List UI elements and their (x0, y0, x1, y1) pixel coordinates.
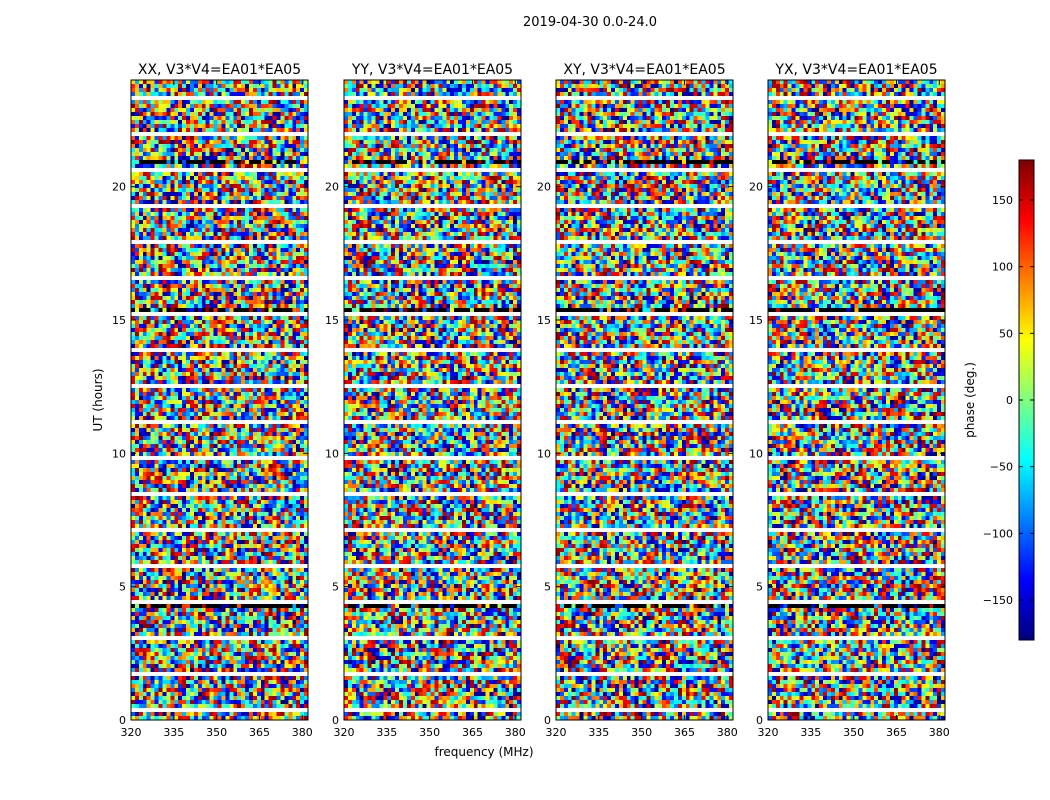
x-tick-label: 380 (717, 726, 738, 739)
y-tick-label: 10 (325, 447, 339, 460)
y-tick-label: 5 (119, 581, 126, 594)
x-tick-label: 380 (292, 726, 313, 739)
x-tick-label: 350 (843, 726, 864, 739)
y-tick-label: 5 (756, 581, 763, 594)
x-tick-label: 365 (462, 726, 483, 739)
y-tick-label: 10 (749, 447, 763, 460)
y-axis-label: UT (hours) (91, 368, 105, 431)
panel-title: XX, V3*V4=EA01*EA05 (138, 62, 301, 78)
y-tick-label: 0 (544, 714, 551, 727)
panel-frame (555, 79, 734, 721)
x-tick-label: 350 (206, 726, 227, 739)
panel-2: YY, V3*V4=EA01*EA05 320 335 350 365 380 0 5 10 15… (325, 62, 526, 739)
y-tick-label: 20 (749, 181, 763, 194)
colorbar-tick-label: 50 (999, 327, 1013, 340)
x-tick-label: 365 (249, 726, 270, 739)
phase-heatmap-2 (344, 80, 521, 720)
x-tick-label: 335 (588, 726, 609, 739)
y-tick-label: 0 (332, 714, 339, 727)
panel-frame (767, 79, 946, 721)
y-tick-label: 20 (112, 181, 126, 194)
colorbar-tick-label: −100 (983, 527, 1013, 540)
x-tick-label: 320 (334, 726, 355, 739)
y-tick-label: 5 (544, 581, 551, 594)
x-tick-label: 350 (419, 726, 440, 739)
panel-title: XY, V3*V4=EA01*EA05 (563, 62, 725, 78)
colorbar-label: phase (deg.) (963, 362, 977, 438)
y-tick-label: 15 (112, 314, 126, 327)
phase-heatmap-3 (556, 80, 733, 720)
x-tick-label: 335 (376, 726, 397, 739)
colorbar-tick-label: −150 (983, 594, 1013, 607)
y-tick-label: 0 (119, 714, 126, 727)
x-tick-label: 320 (546, 726, 567, 739)
x-tick-label: 320 (758, 726, 779, 739)
panel-frame (130, 79, 309, 721)
x-axis-label: frequency (MHz) (434, 745, 533, 759)
y-tick-label: 15 (325, 314, 339, 327)
phase-heatmap-4 (768, 80, 945, 720)
panel-title: YX, V3*V4=EA01*EA05 (774, 62, 937, 78)
y-tick-label: 0 (756, 714, 763, 727)
panels: XX, V3*V4=EA01*EA05 320 335 350 365 380 0 5 10 15… (112, 62, 950, 739)
colorbar: −150 −100 −50 0 50 100 150 (983, 159, 1035, 641)
colorbar-tick-label: 100 (992, 261, 1013, 274)
y-tick-label: 20 (325, 181, 339, 194)
figure-title: 2019-04-30 0.0-24.0 (523, 15, 657, 30)
y-tick-label: 15 (537, 314, 551, 327)
colorbar-tick-label: 0 (1006, 394, 1013, 407)
panel-frame (343, 79, 522, 721)
phase-heatmap-1 (131, 80, 308, 720)
x-tick-label: 365 (674, 726, 695, 739)
y-tick-label: 20 (537, 181, 551, 194)
y-tick-label: 10 (537, 447, 551, 460)
panel-3: XY, V3*V4=EA01*EA05 320 335 350 365 380 0 5 10 15… (537, 62, 738, 739)
colorbar-tick-label: −50 (990, 461, 1013, 474)
y-tick-label: 5 (332, 581, 339, 594)
x-tick-label: 320 (121, 726, 142, 739)
panel-4: YX, V3*V4=EA01*EA05 320 335 350 365 380 0 5 10 15… (749, 62, 950, 739)
panel-1: XX, V3*V4=EA01*EA05 320 335 350 365 380 0 5 10 15… (112, 62, 313, 739)
panel-title: YY, V3*V4=EA01*EA05 (351, 62, 513, 78)
x-tick-label: 335 (800, 726, 821, 739)
x-tick-label: 365 (886, 726, 907, 739)
x-tick-label: 350 (631, 726, 652, 739)
y-tick-label: 15 (749, 314, 763, 327)
x-tick-label: 380 (505, 726, 526, 739)
y-tick-label: 10 (112, 447, 126, 460)
x-tick-label: 335 (163, 726, 184, 739)
colorbar-tick-label: 150 (992, 194, 1013, 207)
x-tick-label: 380 (929, 726, 950, 739)
